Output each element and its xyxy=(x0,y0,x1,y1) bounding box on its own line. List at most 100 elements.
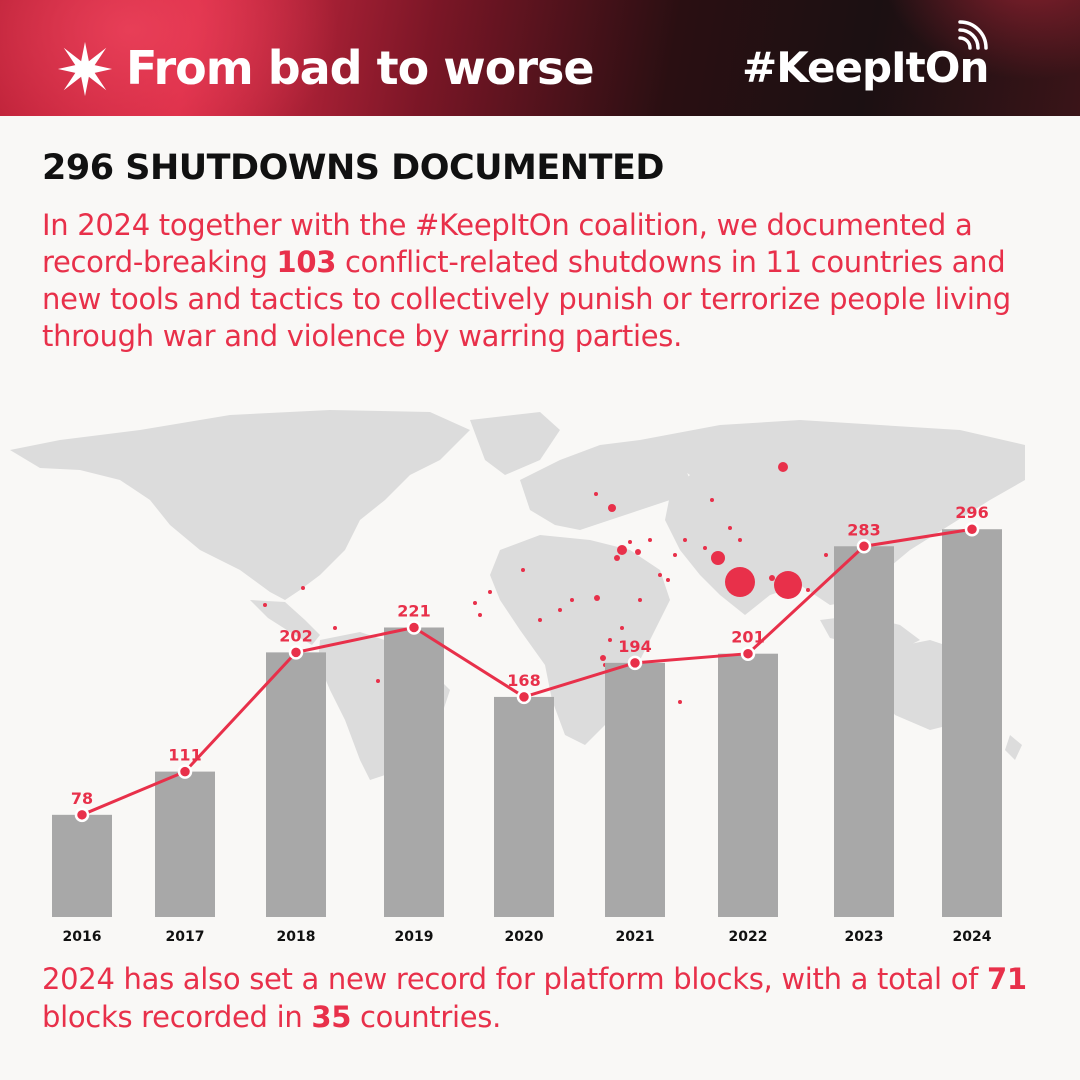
continent-europe xyxy=(520,440,690,530)
shutdown-marker xyxy=(673,553,677,557)
shutdown-marker xyxy=(478,613,482,617)
shutdown-marker xyxy=(620,626,624,630)
shutdown-marker xyxy=(488,590,492,594)
shutdown-marker xyxy=(521,568,525,572)
chart-data-label: 201 xyxy=(731,628,764,647)
shutdown-marker xyxy=(538,618,542,622)
brand-hashtag: #KeepItOn xyxy=(742,43,989,92)
footer-paragraph: 2024 has also set a new record for platf… xyxy=(42,960,1052,1036)
shutdown-marker xyxy=(558,608,562,612)
shutdown-marker xyxy=(600,655,606,661)
chart-data-label: 296 xyxy=(955,503,988,522)
shutdown-marker xyxy=(711,551,725,565)
chart-x-tick-label: 2024 xyxy=(953,929,992,945)
chart-bar xyxy=(834,546,894,917)
chart-x-tick-label: 2017 xyxy=(166,929,205,945)
chart-x-tick-label: 2022 xyxy=(729,929,768,945)
chart-x-tick-label: 2023 xyxy=(845,929,884,945)
chart-point xyxy=(74,807,90,823)
continent-north-america xyxy=(10,410,470,600)
continent-asia xyxy=(640,420,1025,615)
chart-data-label: 111 xyxy=(168,746,201,765)
shutdown-locations xyxy=(263,462,828,704)
intro-text: conflict-related shutdowns in 11 countri… xyxy=(42,245,1011,353)
chart-data-label: 168 xyxy=(507,671,540,690)
shutdown-marker xyxy=(703,546,707,550)
continent-central-america xyxy=(250,600,320,645)
shutdown-marker xyxy=(806,588,810,592)
chart-point xyxy=(627,655,643,671)
shutdown-marker xyxy=(614,555,620,561)
chart-data-label: 202 xyxy=(279,626,312,645)
footer-text: blocks recorded in xyxy=(42,1000,312,1034)
shutdown-marker xyxy=(594,492,598,496)
chart-x-tick-label: 2021 xyxy=(616,929,655,945)
shutdown-marker xyxy=(648,538,652,542)
chart-point xyxy=(856,539,872,554)
header-banner: From bad to worse #KeepItOn xyxy=(0,0,1080,116)
shutdown-marker xyxy=(666,578,670,582)
shutdown-marker xyxy=(678,700,682,704)
intro-highlight-number: 103 xyxy=(276,245,337,279)
continent-greenland xyxy=(470,412,560,475)
chart-x-tick-label: 2018 xyxy=(277,929,316,945)
chart-point xyxy=(288,645,304,660)
chart-bar xyxy=(942,529,1002,917)
shutdown-marker xyxy=(728,526,732,530)
shutdown-marker xyxy=(594,595,600,601)
signal-icon xyxy=(958,20,988,50)
continent-africa xyxy=(490,535,670,745)
intro-text: In 2024 together with the #KeepItOn coal… xyxy=(42,208,973,279)
shutdown-marker xyxy=(608,504,616,512)
chart-data-label: 283 xyxy=(847,520,880,539)
chart-bar xyxy=(384,627,444,917)
chart-x-tick-label: 2019 xyxy=(395,929,434,945)
shutdown-marker xyxy=(778,462,788,472)
shutdown-marker xyxy=(570,598,574,602)
chart-data-label: 221 xyxy=(397,601,430,620)
shutdown-marker xyxy=(658,573,662,577)
footer-highlight-number: 71 xyxy=(987,962,1027,996)
chart-bar xyxy=(718,653,778,917)
chart-point xyxy=(516,689,532,705)
chart-bar xyxy=(266,652,326,917)
chart-data-label: 78 xyxy=(71,789,93,808)
shutdown-marker xyxy=(683,538,687,542)
footer-text: 2024 has also set a new record for platf… xyxy=(42,962,987,996)
shutdown-marker xyxy=(738,538,742,542)
chart-bar xyxy=(155,771,215,917)
shutdown-marker xyxy=(710,498,714,502)
shutdown-marker xyxy=(824,553,828,557)
shutdowns-bar-chart: 78 111 202 221 168 194 201 283 296 2016 2017 2018 20… xyxy=(52,503,1002,945)
footer-highlight-number: 35 xyxy=(311,1000,352,1034)
footer-text: countries. xyxy=(351,1000,501,1034)
shutdown-marker xyxy=(725,567,755,597)
header-glow xyxy=(0,0,340,116)
chart-x-tick-label: 2020 xyxy=(505,929,544,945)
chart-bar xyxy=(605,662,665,917)
shutdown-marker xyxy=(608,638,612,642)
chart-bar xyxy=(494,696,554,917)
shutdown-marker xyxy=(263,603,267,607)
chart-data-label: 194 xyxy=(618,637,651,656)
chart-bar xyxy=(52,814,112,917)
shutdown-marker xyxy=(769,575,775,581)
chart-point xyxy=(406,620,422,635)
burst-icon xyxy=(57,41,113,97)
shutdown-marker xyxy=(301,586,305,590)
header-title: From bad to worse xyxy=(126,41,595,95)
region-new-zealand xyxy=(1005,735,1022,760)
chart-x-tick-label: 2016 xyxy=(63,929,102,945)
chart-point xyxy=(964,521,980,537)
shutdown-marker xyxy=(635,549,641,555)
intro-paragraph: In 2024 together with the #KeepItOn coal… xyxy=(42,207,1052,355)
shutdown-marker xyxy=(473,601,477,605)
chart-point xyxy=(740,646,756,661)
shutdown-marker xyxy=(376,679,380,683)
shutdown-marker xyxy=(638,598,642,602)
shutdown-marker xyxy=(774,571,802,599)
shutdown-marker xyxy=(333,626,337,630)
chart-point xyxy=(177,764,193,779)
page-subtitle: 296 SHUTDOWNS DOCUMENTED xyxy=(42,148,664,188)
shutdown-marker xyxy=(617,545,627,555)
